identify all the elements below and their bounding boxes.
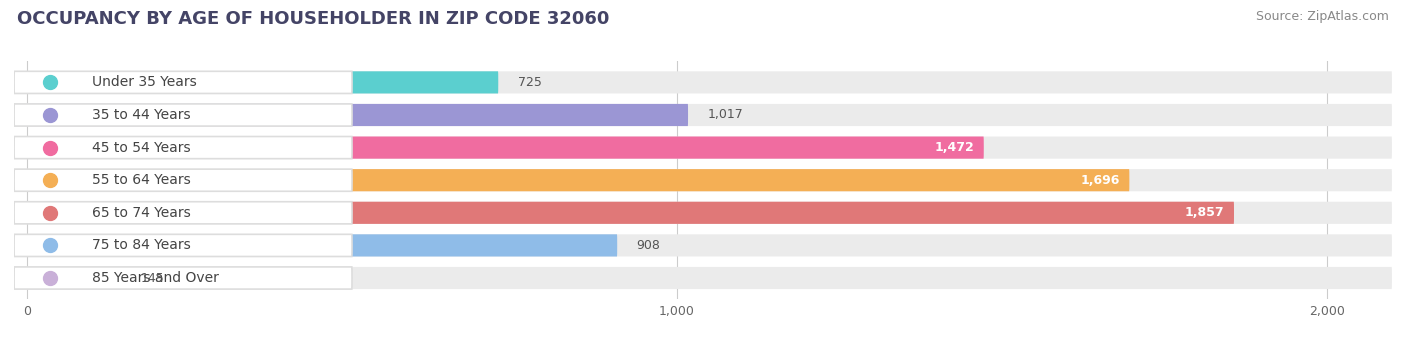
- FancyBboxPatch shape: [14, 202, 352, 224]
- Text: 1,472: 1,472: [934, 141, 974, 154]
- FancyBboxPatch shape: [14, 71, 352, 94]
- FancyBboxPatch shape: [14, 234, 352, 256]
- FancyBboxPatch shape: [14, 137, 352, 159]
- Text: 1,017: 1,017: [707, 108, 744, 121]
- Text: OCCUPANCY BY AGE OF HOUSEHOLDER IN ZIP CODE 32060: OCCUPANCY BY AGE OF HOUSEHOLDER IN ZIP C…: [17, 10, 609, 28]
- Text: 1,696: 1,696: [1080, 174, 1119, 187]
- FancyBboxPatch shape: [14, 234, 1392, 256]
- FancyBboxPatch shape: [27, 267, 121, 289]
- FancyBboxPatch shape: [27, 169, 1129, 191]
- Text: 145: 145: [141, 272, 165, 285]
- FancyBboxPatch shape: [27, 104, 688, 126]
- Text: 35 to 44 Years: 35 to 44 Years: [91, 108, 191, 122]
- Text: 85 Years and Over: 85 Years and Over: [91, 271, 219, 285]
- FancyBboxPatch shape: [27, 202, 1234, 224]
- FancyBboxPatch shape: [27, 71, 498, 94]
- Text: 1,857: 1,857: [1185, 206, 1225, 219]
- FancyBboxPatch shape: [14, 169, 352, 191]
- FancyBboxPatch shape: [27, 234, 617, 256]
- FancyBboxPatch shape: [14, 137, 1392, 159]
- Text: Source: ZipAtlas.com: Source: ZipAtlas.com: [1256, 10, 1389, 23]
- Text: 45 to 54 Years: 45 to 54 Years: [91, 141, 191, 155]
- FancyBboxPatch shape: [14, 202, 1392, 224]
- Text: 908: 908: [637, 239, 661, 252]
- FancyBboxPatch shape: [14, 71, 1392, 94]
- FancyBboxPatch shape: [14, 267, 352, 289]
- Text: 725: 725: [517, 76, 541, 89]
- Text: Under 35 Years: Under 35 Years: [91, 75, 197, 89]
- Text: 55 to 64 Years: 55 to 64 Years: [91, 173, 191, 187]
- FancyBboxPatch shape: [14, 267, 1392, 289]
- FancyBboxPatch shape: [14, 169, 1392, 191]
- FancyBboxPatch shape: [14, 104, 352, 126]
- FancyBboxPatch shape: [14, 104, 1392, 126]
- FancyBboxPatch shape: [27, 137, 984, 159]
- Text: 65 to 74 Years: 65 to 74 Years: [91, 206, 191, 220]
- Text: 75 to 84 Years: 75 to 84 Years: [91, 238, 191, 252]
